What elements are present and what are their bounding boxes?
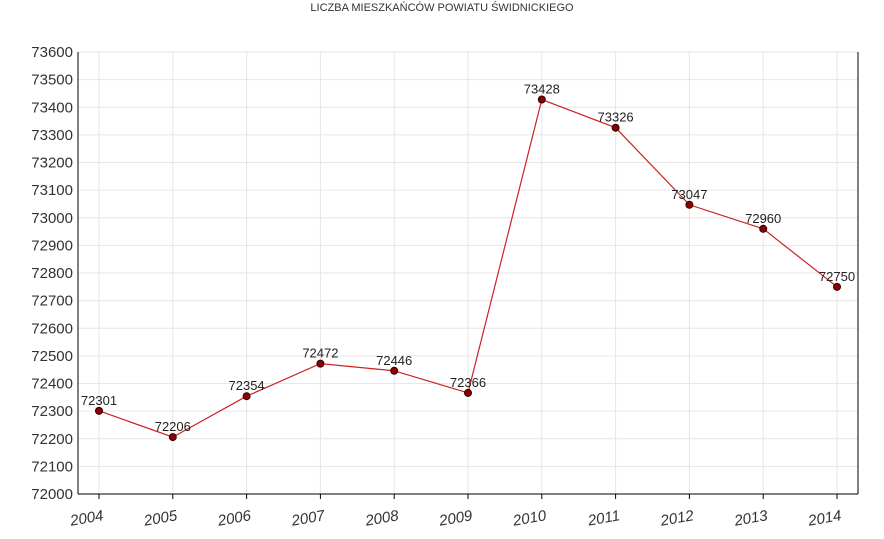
y-tick-label: 72200 — [31, 431, 73, 448]
y-tick-label: 72000 — [31, 486, 73, 503]
x-tick-label: 2004 — [68, 507, 105, 530]
x-tick-label: 2005 — [142, 507, 179, 530]
y-tick-label: 73500 — [31, 72, 73, 89]
x-tick-label: 2006 — [215, 507, 252, 530]
data-point — [833, 282, 841, 291]
data-label: 72366 — [450, 375, 486, 390]
x-tick-label: 2012 — [658, 507, 695, 530]
y-tick-label: 73200 — [31, 155, 73, 172]
y-tick-label: 73100 — [31, 182, 73, 199]
data-label: 73326 — [598, 110, 634, 125]
data-point — [537, 95, 546, 104]
data-point — [611, 123, 620, 132]
y-tick-label: 73300 — [31, 127, 73, 144]
x-tick-label: 2009 — [437, 507, 474, 530]
y-tick-label: 72400 — [31, 376, 73, 393]
data-label: 72354 — [229, 378, 265, 393]
data-point — [759, 224, 768, 233]
y-tick-label: 72900 — [31, 237, 73, 254]
data-point — [464, 388, 472, 397]
data-label: 73047 — [671, 187, 707, 202]
y-tick-label: 73600 — [31, 44, 73, 61]
data-point — [390, 366, 399, 375]
y-tick-label: 72600 — [31, 320, 73, 337]
data-label: 72446 — [376, 353, 412, 368]
y-tick-label: 72500 — [31, 348, 73, 365]
data-point — [242, 392, 251, 401]
x-tick-label: 2014 — [806, 507, 843, 530]
y-axis-ticks: 72000 72100 72200 72300 72400 72500 72600 72700… — [31, 44, 73, 503]
data-label: 72206 — [155, 419, 191, 434]
data-point — [95, 406, 103, 415]
y-tick-label: 73000 — [31, 210, 73, 227]
axes — [77, 52, 859, 499]
data-points — [95, 95, 841, 442]
data-label: 72750 — [819, 269, 855, 284]
data-labels: 72301 72206 72354 72472 72446 72366 73428 73326… — [81, 82, 855, 435]
x-tick-label: 2013 — [732, 507, 769, 530]
data-label: 72960 — [745, 211, 781, 226]
data-label: 72301 — [81, 393, 117, 408]
data-point — [685, 200, 694, 209]
data-point — [316, 359, 325, 368]
y-tick-label: 73400 — [31, 99, 73, 116]
data-point — [168, 433, 177, 442]
data-label: 72472 — [302, 346, 338, 361]
y-tick-label: 72300 — [31, 403, 73, 420]
data-label: 73428 — [524, 82, 560, 97]
y-tick-label: 72800 — [31, 265, 73, 282]
chart-title: LICZBA MIESZKAŃCÓW POWIATU ŚWIDNICKIEGO — [310, 1, 574, 14]
y-tick-label: 72700 — [31, 293, 73, 310]
x-tick-label: 2008 — [363, 507, 400, 530]
x-tick-label: 2007 — [289, 507, 326, 530]
grid-lines — [78, 51, 858, 494]
x-tick-label: 2010 — [511, 507, 548, 530]
x-tick-label: 2011 — [586, 507, 622, 530]
x-axis-ticks: 2004 2005 2006 2007 2008 2009 2010 2011 2012 2013… — [68, 507, 843, 530]
y-tick-label: 72100 — [31, 458, 73, 475]
